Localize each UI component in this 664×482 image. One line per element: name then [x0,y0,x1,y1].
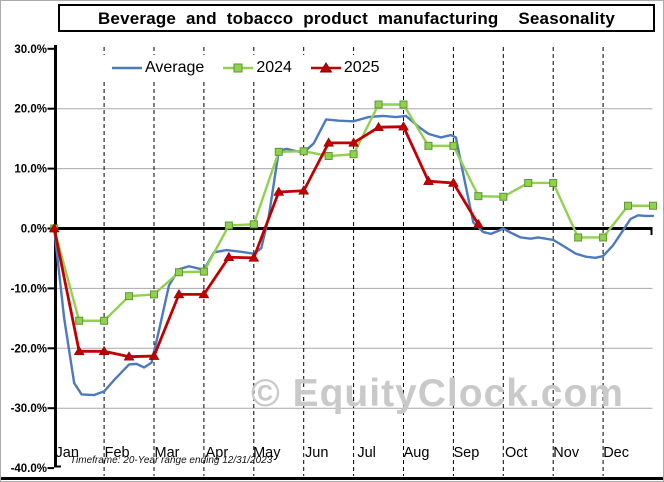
marker-square [249,220,258,229]
marker-triangle [223,251,235,262]
month-label: Oct [505,445,528,461]
marker-square [374,100,383,109]
marker-square [100,316,109,325]
series-line-2025 [52,125,480,359]
legend-item-2024: 2024 [222,59,292,77]
legend-triangle-icon [310,61,341,72]
month-label: May [253,445,281,461]
marker-square [574,233,583,242]
marker-square [299,147,308,156]
legend-label-2024: 2024 [256,58,292,76]
y-axis-tick-label: -20.0% [11,343,47,355]
y-axis-tick-label: 10.0% [14,164,47,176]
legend-label-2025: 2025 [343,58,380,76]
marker-square [624,201,633,210]
timeframe-note: Timeframe: 20-Year range ending 12/31/20… [70,455,273,466]
marker-square [324,152,333,161]
month-label: Nov [553,445,580,461]
marker-triangle [348,137,360,147]
marker-square [150,290,158,299]
marker-square [549,178,558,187]
y-axis-tick-label: 20.0% [14,104,47,116]
marker-square [649,201,657,210]
y-axis-tick-label: 30.0% [14,44,47,56]
marker-triangle [323,137,335,147]
marker-triangle [273,186,285,196]
y-axis-tick-label: -40.0% [11,463,47,475]
marker-square [274,147,283,156]
watermark: © EquityClock.com [251,372,624,415]
marker-square [174,268,183,277]
marker-square [424,141,433,150]
marker-triangle [98,345,110,356]
month-label: Sep [453,445,479,461]
marker-square [224,221,233,230]
month-label: Feb [105,445,130,461]
legend: Average 2024 2025 [101,55,390,80]
marker-triangle [48,223,60,233]
marker-triangle [398,121,409,131]
marker-square [599,233,608,242]
y-axis-tick-label: -30.0% [11,403,47,415]
legend-label-average: Average [145,58,205,76]
legend-line-icon [112,66,142,69]
marker-square [524,178,533,187]
bottom-border [1,477,663,480]
marker-triangle [248,252,260,262]
month-label: Apr [206,445,229,461]
marker-square [449,141,458,150]
marker-square [399,100,408,109]
page-title: Beverage and tobacco product manufacturi… [58,4,655,32]
marker-square [474,192,483,201]
marker-triangle [447,177,459,187]
month-label: Dec [603,445,629,461]
month-label: Aug [404,445,430,461]
y-axis-tick-label: -10.0% [11,283,47,295]
marker-triangle [373,121,384,132]
month-label: Jan [56,445,79,461]
marker-square [75,316,84,325]
month-label: Mar [155,445,180,461]
marker-square [125,292,134,301]
marker-triangle [472,218,484,229]
legend-item-average: Average [111,59,204,77]
marker-square [499,192,508,201]
marker-triangle [198,288,210,299]
marker-triangle [148,350,160,360]
y-axis-tick-label: 0.0% [21,224,47,236]
marker-triangle [123,351,135,361]
legend-square-icon [223,63,254,72]
marker-triangle [173,288,185,299]
marker-square [199,267,208,276]
legend-item-2025: 2025 [310,59,380,77]
marker-square [349,150,358,159]
marker-triangle [298,185,310,195]
marker-triangle [423,175,434,185]
month-label: Jun [305,445,328,461]
marker-triangle [73,345,85,356]
month-label: Jul [357,445,376,461]
